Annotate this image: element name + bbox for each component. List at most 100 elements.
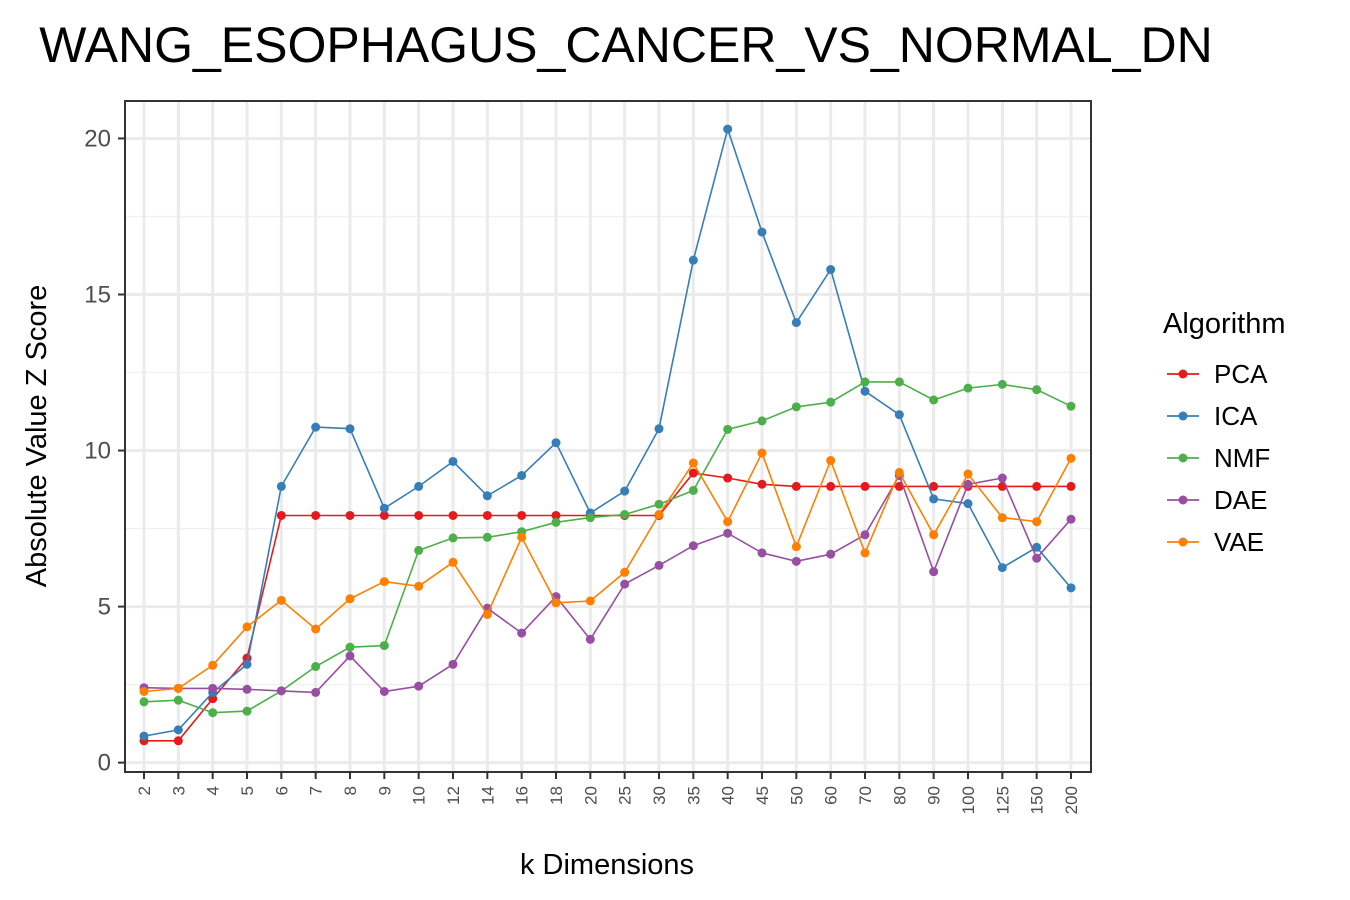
data-point-dae xyxy=(276,686,286,696)
data-point-pca xyxy=(688,468,698,478)
data-point-vae xyxy=(414,581,424,591)
data-point-vae xyxy=(894,467,904,477)
x-tick-label: 150 xyxy=(1028,786,1047,814)
x-tick-label: 2 xyxy=(135,786,154,795)
x-tick-label: 60 xyxy=(822,786,841,805)
data-point-vae xyxy=(1032,517,1042,527)
legend-key-point xyxy=(1178,369,1188,379)
data-point-pca xyxy=(1032,481,1042,491)
data-point-dae xyxy=(654,560,664,570)
x-tick-label: 12 xyxy=(444,786,463,805)
data-point-nmf xyxy=(997,379,1007,389)
legend-label: DAE xyxy=(1214,485,1267,515)
data-point-vae xyxy=(620,567,630,577)
data-point-pca xyxy=(173,736,183,746)
data-point-nmf xyxy=(791,402,801,412)
data-point-dae xyxy=(208,683,218,693)
data-point-ica xyxy=(173,725,183,735)
data-point-nmf xyxy=(826,397,836,407)
legend-item-vae: VAE xyxy=(1167,527,1264,557)
data-point-vae xyxy=(139,686,149,696)
grid xyxy=(125,101,1091,772)
data-point-dae xyxy=(860,530,870,540)
x-tick-label: 9 xyxy=(375,786,394,795)
data-point-nmf xyxy=(757,416,767,426)
series-line-nmf xyxy=(143,381,1072,714)
x-tick-label: 125 xyxy=(993,786,1012,814)
data-point-dae xyxy=(448,659,458,669)
data-point-ica xyxy=(826,265,836,275)
series-ica xyxy=(139,124,1076,741)
x-tick-label: 30 xyxy=(650,786,669,805)
data-point-nmf xyxy=(894,377,904,387)
data-point-pca xyxy=(1066,481,1076,491)
data-point-ica xyxy=(757,227,767,237)
data-point-vae xyxy=(791,542,801,552)
data-point-ica xyxy=(482,491,492,501)
plot-border xyxy=(124,100,1092,773)
data-point-dae xyxy=(242,684,252,694)
data-point-vae xyxy=(276,595,286,605)
x-tick-label: 20 xyxy=(581,786,600,805)
data-point-pca xyxy=(723,473,733,483)
series-dae xyxy=(139,471,1076,697)
data-point-vae xyxy=(929,530,939,540)
legend-item-ica: ICA xyxy=(1167,401,1258,431)
data-point-vae xyxy=(997,513,1007,523)
data-point-ica xyxy=(448,456,458,466)
series-vae xyxy=(139,448,1076,696)
x-axis-title: k Dimensions xyxy=(520,849,694,881)
data-point-dae xyxy=(826,549,836,559)
data-point-ica xyxy=(620,486,630,496)
data-point-pca xyxy=(517,510,527,520)
data-point-vae xyxy=(963,469,973,479)
legend-key-point xyxy=(1178,537,1188,547)
x-tick-label: 6 xyxy=(272,786,291,795)
data-point-pca xyxy=(276,510,286,520)
data-point-pca xyxy=(860,481,870,491)
x-tick-label: 45 xyxy=(753,786,772,805)
data-point-nmf xyxy=(414,545,424,555)
y-tick-label: 5 xyxy=(98,594,111,621)
data-point-pca xyxy=(379,510,389,520)
series-line-ica xyxy=(143,126,1072,737)
data-point-dae xyxy=(414,681,424,691)
legend: Algorithm PCA ICA NMF DAE VAE xyxy=(1163,308,1286,557)
x-tick-label: 35 xyxy=(684,786,703,805)
data-point-vae xyxy=(1066,453,1076,463)
x-tick-label: 100 xyxy=(959,786,978,814)
legend-item-pca: PCA xyxy=(1167,359,1268,389)
x-tick-label: 4 xyxy=(204,786,223,795)
series-line-vae xyxy=(143,450,1072,693)
data-point-nmf xyxy=(345,642,355,652)
data-point-pca xyxy=(929,481,939,491)
data-point-ica xyxy=(517,471,527,481)
data-point-ica xyxy=(414,481,424,491)
legend-item-dae: DAE xyxy=(1167,485,1267,515)
data-point-nmf xyxy=(1032,385,1042,395)
data-point-ica xyxy=(242,659,252,669)
data-point-pca xyxy=(311,510,321,520)
data-point-ica xyxy=(929,494,939,504)
data-point-dae xyxy=(620,579,630,589)
data-point-vae xyxy=(585,596,595,606)
data-point-vae xyxy=(517,532,527,542)
data-point-dae xyxy=(585,634,595,644)
x-tick-label: 5 xyxy=(238,786,257,795)
data-point-nmf xyxy=(551,517,561,527)
data-point-vae xyxy=(242,622,252,632)
legend-key-point xyxy=(1178,453,1188,463)
data-point-ica xyxy=(791,318,801,328)
y-axis-title: Absolute Value Z Score xyxy=(21,285,53,588)
x-tick-label: 7 xyxy=(307,786,326,795)
legend-key-point xyxy=(1178,495,1188,505)
data-point-dae xyxy=(517,628,527,638)
data-point-ica xyxy=(860,386,870,396)
data-point-ica xyxy=(1032,542,1042,552)
legend-key-point xyxy=(1178,411,1188,421)
data-point-ica xyxy=(723,124,733,134)
data-point-dae xyxy=(929,567,939,577)
data-point-nmf xyxy=(1066,401,1076,411)
data-point-ica xyxy=(551,438,561,448)
